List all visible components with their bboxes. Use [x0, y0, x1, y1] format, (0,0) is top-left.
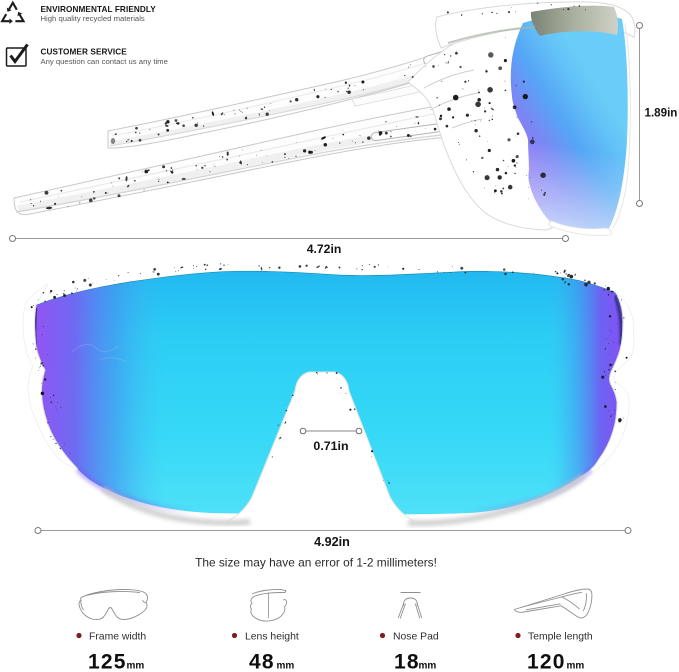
- svg-text:mm: mm: [127, 661, 145, 672]
- svg-text:The size may have an error of: The size may have an error of 1-2 millim…: [195, 556, 437, 570]
- svg-text:Temple length: Temple length: [528, 632, 593, 643]
- svg-text:18: 18: [394, 651, 420, 672]
- svg-text:Lens height: Lens height: [245, 632, 299, 643]
- svg-text:mm: mm: [567, 661, 585, 672]
- svg-text:Frame width: Frame width: [89, 632, 146, 643]
- svg-text:CUSTOMER SERVICE: CUSTOMER SERVICE: [41, 47, 128, 56]
- svg-text:mm: mm: [277, 661, 295, 672]
- svg-text:125: 125: [88, 651, 127, 672]
- svg-text:Any question can contact us an: Any question can contact us any time: [41, 57, 168, 66]
- svg-text:4.92in: 4.92in: [314, 535, 350, 549]
- svg-text:48: 48: [249, 651, 275, 672]
- svg-text:4.72in: 4.72in: [307, 242, 342, 256]
- svg-text:High quality recycled material: High quality recycled materials: [41, 14, 145, 23]
- svg-text:0.71in: 0.71in: [313, 439, 348, 453]
- svg-text:ENVIRONMENTAL FRIENDLY: ENVIRONMENTAL FRIENDLY: [41, 5, 157, 14]
- svg-text:Nose Pad: Nose Pad: [393, 632, 439, 643]
- svg-text:mm: mm: [419, 661, 437, 672]
- svg-text:120: 120: [527, 651, 566, 672]
- svg-text:1.89in: 1.89in: [645, 107, 678, 120]
